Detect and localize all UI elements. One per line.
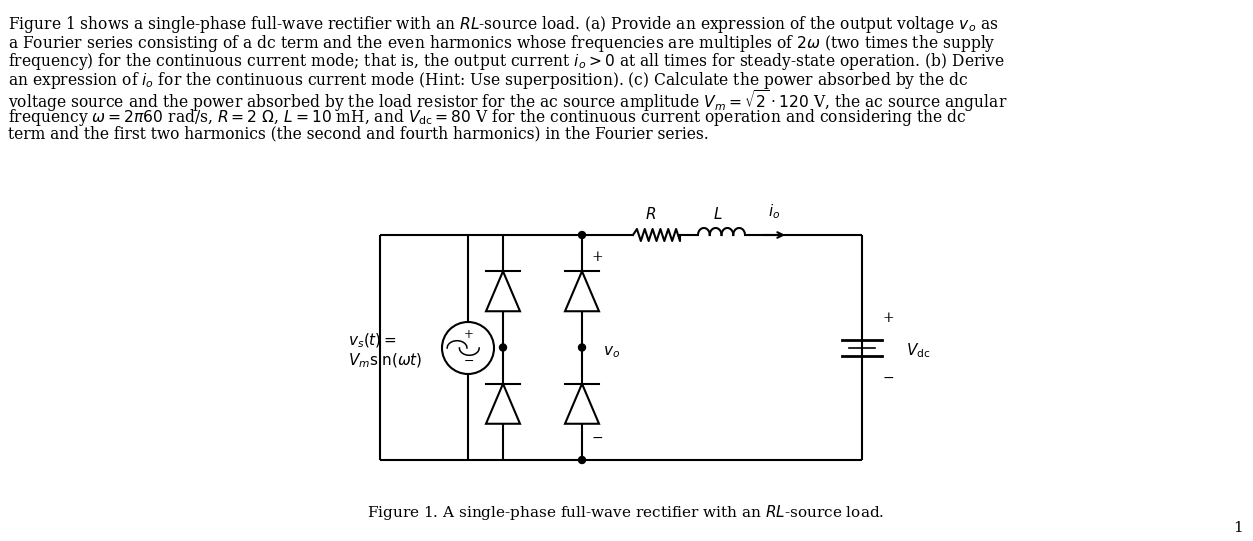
Text: +: +	[464, 328, 474, 341]
Text: +: +	[591, 250, 603, 264]
Text: $L$: $L$	[713, 206, 723, 222]
Text: a Fourier series consisting of a dc term and the even harmonics whose frequencie: a Fourier series consisting of a dc term…	[8, 32, 996, 54]
Circle shape	[579, 344, 585, 351]
Text: +: +	[882, 311, 893, 325]
Text: $V_m \sin(\omega t)$: $V_m \sin(\omega t)$	[348, 352, 422, 370]
Text: term and the first two harmonics (the second and fourth harmonics) in the Fourie: term and the first two harmonics (the se…	[8, 126, 709, 143]
Text: frequency $\omega = 2\pi60$ rad/s, $R = 2\ \Omega$, $L = 10$ mH, and $V_{\mathrm: frequency $\omega = 2\pi60$ rad/s, $R = …	[8, 107, 966, 128]
Text: −: −	[464, 354, 474, 367]
Text: Figure 1. A single-phase full-wave rectifier with an $RL$-source load.: Figure 1. A single-phase full-wave recti…	[367, 503, 885, 522]
Text: $R$: $R$	[645, 206, 657, 222]
Circle shape	[579, 457, 585, 464]
Circle shape	[579, 232, 585, 239]
Text: Figure 1 shows a single-phase full-wave rectifier with an $RL$-source load. (a) : Figure 1 shows a single-phase full-wave …	[8, 14, 999, 35]
Text: frequency) for the continuous current mode; that is, the output current $i_o > 0: frequency) for the continuous current mo…	[8, 51, 1005, 72]
Text: voltage source and the power absorbed by the load resistor for the ac source amp: voltage source and the power absorbed by…	[8, 88, 1007, 114]
Text: $i_o$: $i_o$	[768, 202, 781, 221]
Text: −: −	[882, 371, 893, 385]
Text: −: −	[591, 431, 603, 445]
Text: $V_{\mathrm{dc}}$: $V_{\mathrm{dc}}$	[906, 341, 931, 360]
Text: $v_o$: $v_o$	[604, 345, 620, 360]
Text: $v_s(t) =$: $v_s(t) =$	[348, 332, 397, 350]
Text: an expression of $i_o$ for the continuous current mode (Hint: Use superposition): an expression of $i_o$ for the continuou…	[8, 70, 969, 91]
Circle shape	[500, 344, 506, 351]
Text: 1: 1	[1233, 521, 1243, 535]
